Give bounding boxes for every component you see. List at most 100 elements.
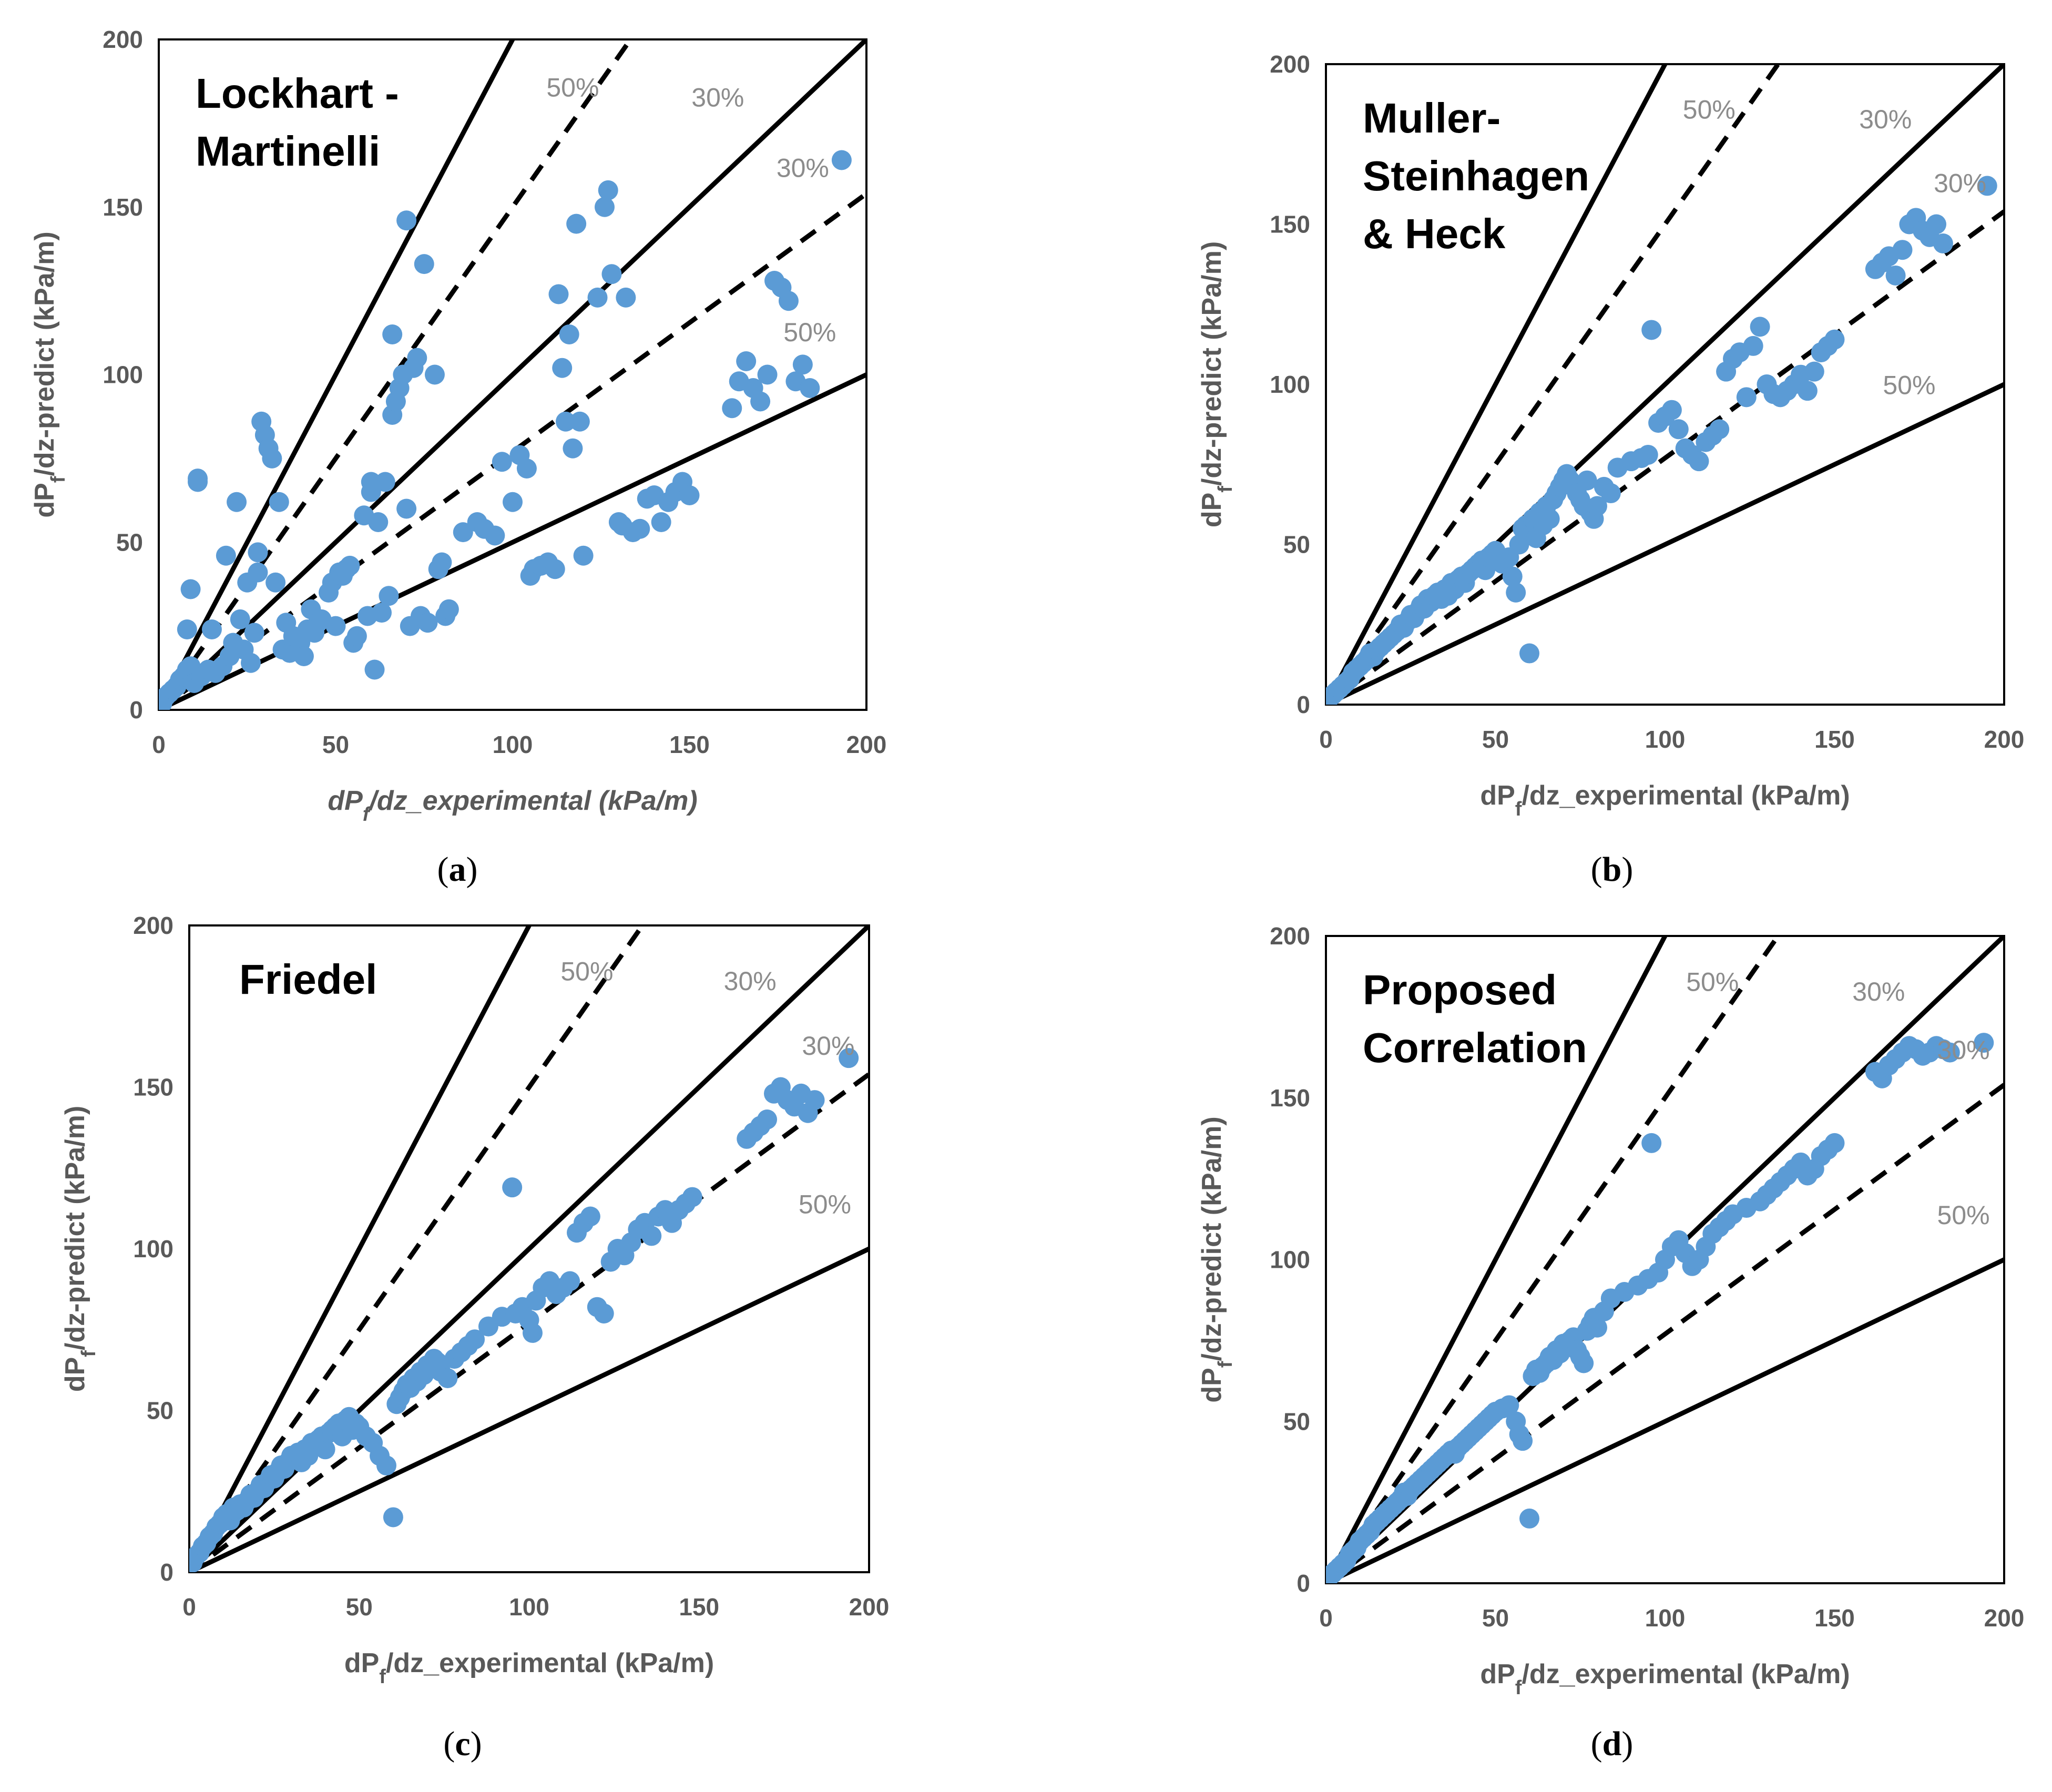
data-point — [722, 398, 742, 419]
data-point — [407, 348, 427, 368]
data-point — [545, 559, 565, 579]
y-axis-label: dPf/dz-predict (kPa/m) — [29, 231, 69, 517]
y-axis-label: dPf/dz-predict (kPa/m) — [1197, 241, 1237, 527]
data-point — [560, 1271, 580, 1291]
data-point — [594, 197, 615, 217]
y-tick-label: 150 — [1270, 1084, 1310, 1112]
data-point — [1892, 240, 1913, 260]
chart-panel: 0 50 100 150 200 0 50 100 150 200 50% 30% 30% 50% Frie… — [60, 912, 889, 1763]
y-tick-label: 150 — [133, 1074, 173, 1101]
x-tick-label: 200 — [849, 1593, 890, 1621]
x-tick-label: 150 — [669, 731, 710, 758]
data-point — [201, 619, 222, 639]
band-label: 50% — [560, 957, 613, 986]
data-point — [376, 1455, 396, 1476]
data-point — [417, 613, 438, 633]
data-point — [1974, 1033, 1994, 1053]
x-tick-label: 0 — [1319, 1604, 1333, 1632]
data-point — [1885, 265, 1906, 286]
data-point — [1641, 320, 1662, 340]
band-label: 30% — [691, 83, 744, 113]
data-point — [371, 603, 392, 623]
data-point — [587, 287, 608, 308]
y-tick-label: 0 — [1296, 1570, 1310, 1597]
data-point — [1750, 317, 1770, 337]
data-point — [601, 264, 622, 284]
data-point — [1587, 496, 1607, 516]
data-point — [432, 552, 452, 573]
x-tick-label: 150 — [679, 1593, 719, 1621]
x-tick-label: 50 — [1482, 726, 1509, 753]
data-point — [414, 254, 434, 274]
x-tick-label: 0 — [182, 1593, 196, 1621]
y-tick-label: 0 — [160, 1559, 173, 1586]
data-point — [396, 210, 417, 231]
x-tick-label: 150 — [1814, 726, 1855, 753]
data-point — [244, 623, 264, 643]
data-point — [437, 1368, 458, 1388]
data-point — [1824, 329, 1845, 350]
data-point — [1502, 566, 1523, 587]
data-point — [364, 659, 385, 680]
data-point — [516, 459, 537, 478]
data-point — [248, 542, 268, 563]
band-label: 30% — [802, 1031, 854, 1061]
panel-caption: (c) — [443, 1725, 482, 1763]
y-tick-label: 0 — [1296, 691, 1310, 718]
data-point — [315, 1439, 335, 1460]
data-point — [325, 616, 346, 636]
x-tick-label: 0 — [1319, 726, 1333, 753]
data-point — [594, 1304, 614, 1323]
reference-line — [159, 39, 866, 710]
data-point — [552, 358, 573, 378]
y-tick-label: 200 — [1270, 50, 1310, 78]
data-point — [569, 411, 590, 432]
data-point — [346, 626, 367, 646]
data-point — [375, 472, 395, 492]
data-point — [1519, 1508, 1539, 1529]
panel-caption: (b) — [1591, 850, 1634, 889]
y-tick-label: 200 — [1270, 922, 1310, 950]
data-point — [1539, 508, 1560, 529]
data-point — [566, 213, 587, 234]
y-tick-label: 200 — [103, 26, 143, 53]
data-point — [1824, 1133, 1845, 1153]
data-point — [630, 518, 650, 539]
reference-line — [1326, 64, 1780, 705]
data-point — [559, 324, 579, 344]
data-point — [368, 512, 389, 532]
x-axis-label: dPf/dz_experimental (kPa/m) — [328, 786, 697, 826]
data-point — [1926, 214, 1946, 235]
band-label: 50% — [1686, 968, 1739, 997]
data-point — [1638, 444, 1658, 465]
x-axis-label: dPf/dz_experimental (kPa/m) — [1480, 1659, 1850, 1699]
data-point — [1797, 381, 1818, 401]
data-point — [1736, 387, 1757, 408]
band-label: 50% — [546, 73, 599, 102]
reference-line — [1326, 64, 1667, 705]
data-point — [177, 619, 197, 639]
data-point — [1661, 400, 1682, 420]
band-label: 50% — [1683, 95, 1735, 125]
data-point — [1939, 1042, 1960, 1063]
data-point — [1587, 1317, 1607, 1338]
x-tick-label: 100 — [493, 731, 533, 758]
data-point — [1804, 361, 1824, 382]
reference-line — [159, 39, 515, 710]
y-tick-label: 100 — [1270, 371, 1310, 398]
data-point — [792, 354, 813, 375]
reference-line — [1326, 209, 2004, 705]
data-point — [1600, 483, 1621, 504]
y-tick-label: 50 — [1283, 531, 1310, 558]
y-tick-label: 150 — [1270, 211, 1310, 238]
data-point — [1743, 335, 1763, 356]
y-tick-label: 150 — [103, 194, 143, 221]
data-point — [736, 351, 757, 371]
data-point — [522, 1322, 543, 1343]
data-point — [1709, 419, 1730, 440]
data-point — [382, 324, 403, 344]
data-point — [804, 1090, 825, 1111]
data-point — [651, 512, 671, 532]
reference-line — [189, 925, 532, 1572]
data-point — [1641, 1133, 1662, 1153]
